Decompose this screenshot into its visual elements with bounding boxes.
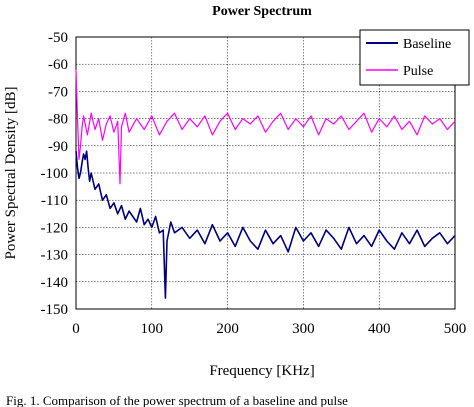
x-tick-label: 0 [72,321,80,337]
series-layer [75,69,456,299]
y-tick-label: -80 [48,112,68,128]
y-tick-label: -90 [48,139,68,155]
power-spectrum-chart: Power Spectrum -50 -60 -70 -80 -90 -100 -110 -1… [3,4,470,379]
legend-label-pulse: Pulse [403,64,433,79]
legend-box [359,29,470,86]
legend: Baseline Pulse [359,29,470,86]
x-tick-labels: 0 100 200 300 400 500 [72,321,466,337]
x-tick-label: 300 [292,321,315,337]
y-tick-label: -150 [41,302,69,318]
y-tick-label: -140 [41,275,69,291]
x-tick-label: 100 [141,321,164,337]
series-line-pulse [75,69,456,185]
y-tick-labels: -50 -60 -70 -80 -90 -100 -110 -120 -130 -140 -150 [41,30,69,318]
y-tick-label: -60 [48,57,68,73]
y-axis-label: Power Spectral Density [dB] [3,87,19,260]
y-tick-label: -110 [41,193,68,209]
x-tick-label: 200 [216,321,239,337]
x-tick-label: 500 [444,321,467,337]
y-tick-label: -120 [41,220,69,236]
y-tick-label: -130 [41,248,69,264]
figure-caption: Fig. 1. Comparison of the power spectrum… [6,394,348,407]
x-tick-label: 400 [368,321,391,337]
y-tick-label: -50 [48,30,68,46]
y-tick-label: -70 [48,84,68,100]
y-tick-label: -100 [41,166,69,182]
legend-label-baseline: Baseline [403,37,451,52]
series-line-baseline [75,150,456,299]
chart-title: Power Spectrum [212,4,312,19]
x-axis-label: Frequency [KHz] [209,363,314,379]
